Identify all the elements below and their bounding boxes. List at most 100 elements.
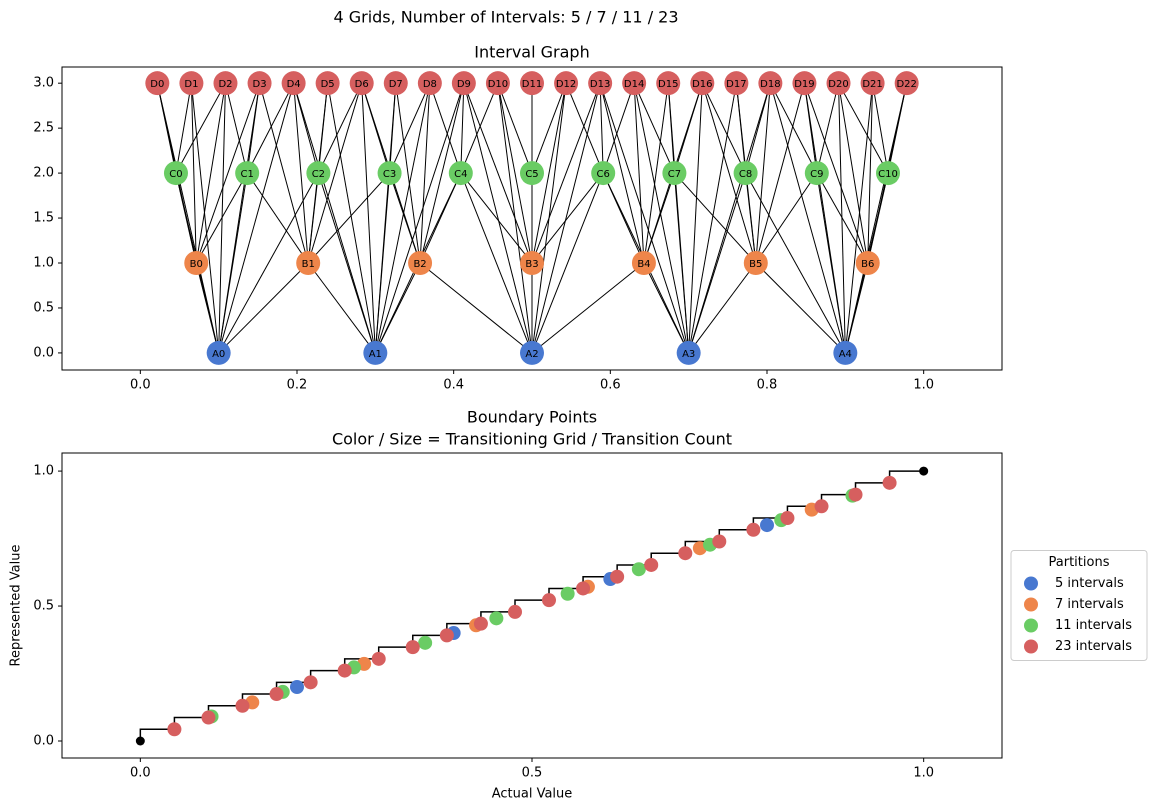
- y-tick-label: 1.0: [33, 464, 54, 479]
- node: [315, 71, 340, 96]
- edge: [838, 82, 889, 174]
- edge: [361, 83, 391, 174]
- legend-marker: [1024, 639, 1038, 654]
- legend-marker: [1024, 618, 1038, 633]
- point: [760, 518, 774, 533]
- node: [349, 71, 374, 96]
- edge: [887, 83, 908, 174]
- edge: [838, 83, 869, 264]
- point: [201, 710, 216, 725]
- edge: [293, 83, 309, 264]
- legend-marker: [1024, 576, 1038, 591]
- point: [167, 722, 182, 737]
- chart-subtitle: Color / Size = Transitioning Grid / Tran…: [332, 430, 732, 449]
- node: [591, 161, 616, 186]
- node: [213, 71, 238, 96]
- edge: [531, 83, 601, 354]
- legend-label: 5 intervals: [1055, 576, 1124, 591]
- edge: [844, 83, 874, 353]
- y-tick-label: 0.0: [33, 345, 54, 360]
- node: [520, 340, 544, 365]
- point: [560, 586, 575, 601]
- point: [814, 499, 829, 514]
- edge: [307, 83, 363, 264]
- edge: [633, 83, 645, 264]
- node: [622, 71, 647, 96]
- node: [662, 161, 687, 186]
- point: [882, 475, 897, 490]
- node-label: D13: [590, 79, 610, 90]
- node: [408, 251, 433, 276]
- legend-marker: [1024, 597, 1038, 612]
- node: [448, 161, 473, 186]
- point: [418, 635, 433, 650]
- edge: [688, 262, 757, 354]
- edge: [293, 83, 376, 354]
- edge: [218, 83, 261, 353]
- node: [163, 161, 188, 186]
- edge: [218, 172, 319, 354]
- edge: [195, 83, 226, 264]
- edge: [497, 83, 533, 264]
- legend-label: 7 intervals: [1055, 597, 1124, 612]
- legend-label: 11 intervals: [1055, 618, 1132, 633]
- node: [383, 71, 408, 96]
- node: [894, 71, 919, 96]
- edge: [643, 83, 669, 264]
- y-tick-label: 0.5: [33, 599, 54, 614]
- edge: [602, 172, 645, 264]
- x-tick-label: 0.6: [600, 378, 621, 393]
- node: [792, 71, 817, 96]
- node-label: C3: [383, 169, 396, 180]
- edge: [745, 172, 846, 354]
- edge: [419, 262, 533, 354]
- legend-frame: [1010, 550, 1148, 661]
- point: [610, 569, 625, 584]
- edge: [599, 83, 604, 174]
- point: [473, 616, 488, 631]
- edge: [769, 82, 818, 174]
- point: [405, 640, 420, 655]
- node: [656, 71, 681, 96]
- node-label: B4: [637, 259, 650, 270]
- node: [676, 340, 701, 365]
- node-label: D10: [488, 79, 508, 90]
- x-tick-label: 0.0: [130, 378, 151, 393]
- edge: [307, 262, 376, 354]
- edge: [816, 172, 869, 264]
- node-label: A2: [525, 349, 538, 360]
- edge: [701, 82, 747, 174]
- edge: [599, 83, 645, 264]
- node: [417, 71, 442, 96]
- edge: [460, 172, 533, 354]
- node: [179, 71, 204, 96]
- y-tick-label: 0.5: [33, 300, 54, 315]
- point: [644, 557, 659, 572]
- node: [485, 71, 510, 96]
- y-axis-label: Represented Value: [9, 545, 24, 667]
- node-label: B6: [861, 259, 874, 270]
- node-label: D3: [253, 79, 267, 90]
- edge: [688, 83, 737, 354]
- node-label: D0: [150, 79, 164, 90]
- node: [554, 71, 579, 96]
- node-label: D16: [692, 79, 712, 90]
- edge: [816, 83, 840, 174]
- node: [363, 340, 388, 365]
- edge: [701, 83, 757, 264]
- x-tick-label: 1.0: [913, 766, 934, 781]
- edge: [218, 83, 295, 354]
- node-label: D11: [522, 79, 542, 90]
- node-label: D4: [287, 79, 301, 90]
- x-axis-label: Actual Value: [492, 787, 573, 802]
- node-label: D8: [423, 79, 437, 90]
- x-tick-label: 0.8: [757, 378, 778, 393]
- edge: [755, 262, 846, 354]
- edge: [246, 83, 261, 174]
- node: [520, 161, 544, 186]
- node-label: C1: [241, 169, 254, 180]
- node: [184, 251, 209, 276]
- node: [690, 71, 715, 96]
- node-label: D20: [828, 79, 848, 90]
- node: [520, 251, 544, 276]
